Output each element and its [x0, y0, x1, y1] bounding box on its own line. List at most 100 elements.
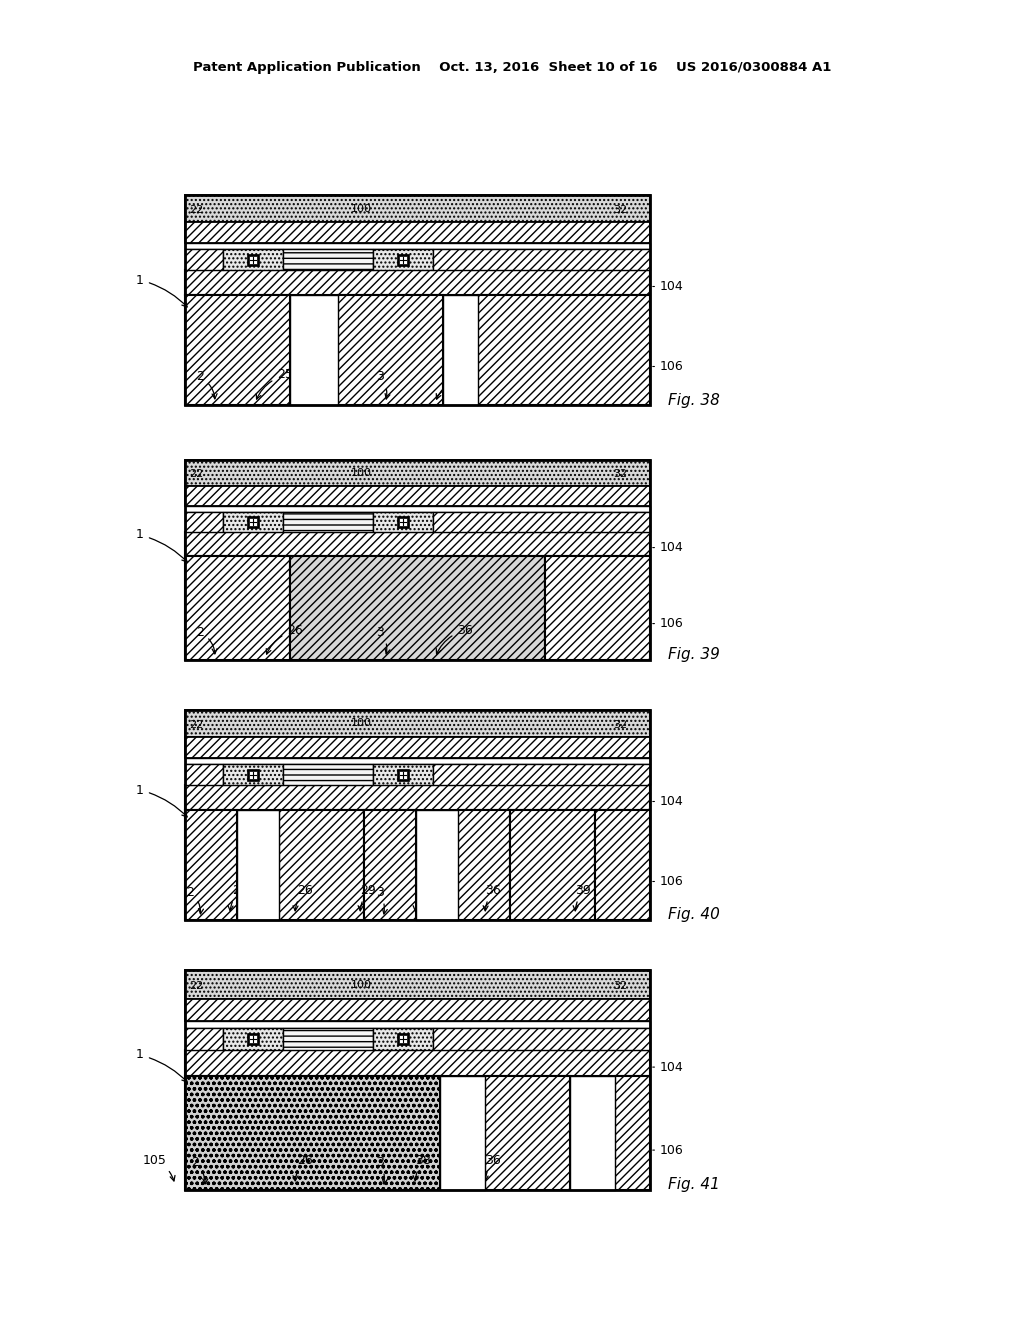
Text: Fig. 39: Fig. 39 [668, 648, 720, 663]
Bar [433, 1028, 650, 1049]
Text: 106: 106 [652, 875, 684, 888]
Bar [283, 764, 373, 785]
Bar [223, 1028, 283, 1049]
Text: 36: 36 [483, 883, 501, 911]
Bar [185, 970, 650, 1191]
Bar [440, 1076, 485, 1191]
Text: Patent Application Publication    Oct. 13, 2016  Sheet 10 of 16    US 2016/03008: Patent Application Publication Oct. 13, … [193, 62, 831, 74]
Bar [373, 512, 433, 532]
Bar [185, 459, 650, 486]
Bar [185, 486, 650, 506]
Bar [185, 459, 650, 660]
Text: 26: 26 [266, 623, 303, 655]
Bar [185, 1020, 650, 1028]
Bar [223, 249, 283, 271]
Text: 32: 32 [613, 719, 627, 730]
Bar [283, 1028, 373, 1049]
Bar [249, 256, 257, 264]
Text: Fig. 41: Fig. 41 [668, 1177, 720, 1192]
Bar [247, 768, 259, 780]
Bar [399, 256, 407, 264]
Bar [399, 1035, 407, 1043]
Text: 106: 106 [652, 360, 684, 374]
Bar [397, 516, 409, 528]
Text: 35: 35 [436, 368, 473, 399]
Bar [416, 810, 458, 920]
Bar [247, 516, 259, 528]
Text: 36: 36 [436, 623, 473, 655]
Bar [397, 1034, 409, 1045]
Text: 22: 22 [189, 719, 203, 730]
Bar [185, 222, 650, 243]
Text: 100: 100 [351, 718, 372, 729]
Text: 29: 29 [358, 883, 376, 911]
Text: 22: 22 [189, 470, 203, 479]
Bar [185, 556, 290, 660]
Text: 2: 2 [196, 626, 217, 653]
Bar [185, 506, 650, 512]
Bar [185, 532, 650, 556]
Bar [185, 271, 650, 294]
Bar [373, 1028, 433, 1049]
Bar [249, 517, 257, 525]
Bar [185, 999, 650, 1020]
Text: 1: 1 [136, 528, 187, 562]
Text: 106: 106 [652, 1143, 684, 1156]
Bar [185, 785, 650, 810]
Text: 32: 32 [613, 205, 627, 215]
Text: 105: 105 [143, 1154, 175, 1181]
Text: 104: 104 [652, 541, 684, 554]
Bar [185, 243, 650, 249]
Text: 3: 3 [376, 1155, 387, 1184]
Text: 32: 32 [613, 470, 627, 479]
Text: 104: 104 [652, 280, 684, 293]
Bar [223, 764, 283, 785]
Bar [185, 195, 650, 222]
Text: 22: 22 [189, 205, 203, 215]
Text: 39: 39 [573, 883, 591, 911]
Text: 100: 100 [351, 203, 372, 214]
Bar [185, 737, 650, 758]
Bar [595, 810, 650, 920]
Text: 104: 104 [652, 1060, 684, 1073]
Text: 39: 39 [573, 1154, 591, 1181]
Text: 106: 106 [652, 618, 684, 630]
Text: 26: 26 [293, 1154, 313, 1181]
Text: 25: 25 [256, 368, 293, 399]
Bar [185, 970, 650, 999]
Text: 38: 38 [413, 883, 431, 911]
Text: 32: 32 [613, 981, 627, 991]
Text: 3: 3 [376, 626, 390, 653]
Bar [433, 764, 650, 785]
Bar [185, 710, 650, 920]
Bar [249, 771, 257, 779]
Bar [185, 294, 290, 405]
Text: 104: 104 [652, 795, 684, 808]
Bar [290, 556, 545, 660]
Text: 1: 1 [136, 1048, 187, 1082]
Text: 36: 36 [483, 1154, 501, 1181]
Text: Fig. 40: Fig. 40 [668, 908, 720, 923]
Bar [373, 764, 433, 785]
Bar [185, 758, 650, 764]
Bar [185, 1028, 223, 1049]
Text: 2: 2 [191, 1155, 208, 1184]
Bar [247, 253, 259, 265]
Text: 100: 100 [351, 469, 372, 478]
Bar [443, 294, 478, 405]
Text: 3: 3 [376, 886, 387, 913]
Bar [478, 294, 650, 405]
Text: 26: 26 [293, 883, 313, 911]
Text: 28: 28 [228, 883, 248, 911]
Bar [397, 768, 409, 780]
Bar [185, 710, 650, 737]
Bar [338, 294, 443, 405]
Bar [185, 1076, 440, 1191]
Text: Fig. 38: Fig. 38 [668, 392, 720, 408]
Bar [570, 1076, 615, 1191]
Bar [223, 512, 283, 532]
Bar [364, 810, 416, 920]
Bar [249, 1035, 257, 1043]
Bar [290, 294, 338, 405]
Text: 38: 38 [413, 1154, 431, 1181]
